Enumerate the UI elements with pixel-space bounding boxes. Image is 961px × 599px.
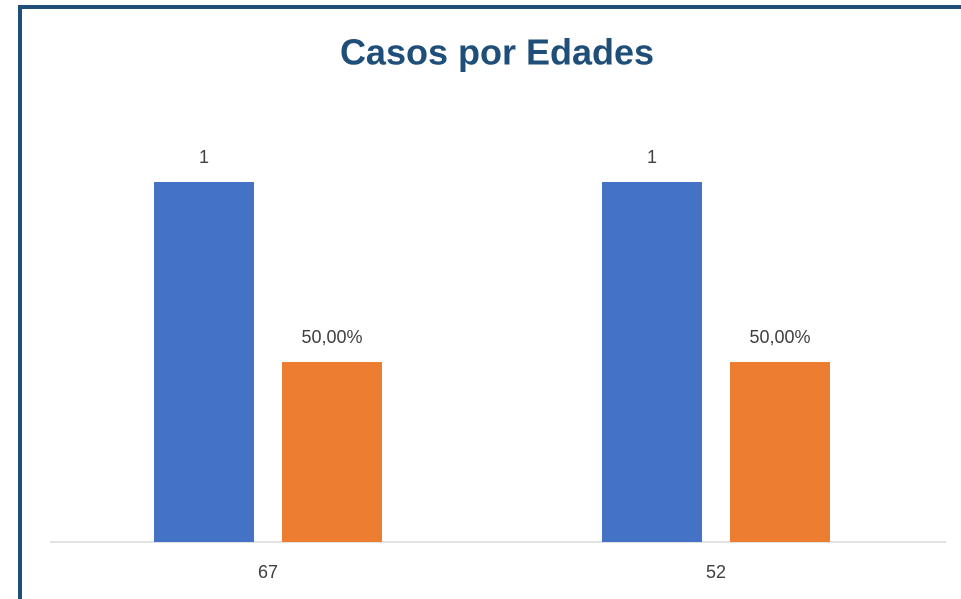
bar: [602, 182, 702, 542]
frame: [18, 5, 961, 599]
data-label: 1: [647, 147, 657, 167]
bar: [154, 182, 254, 542]
data-label: 1: [199, 147, 209, 167]
bar: [730, 362, 830, 542]
chart-title: Casos por Edades: [340, 32, 654, 73]
data-label: 50,00%: [301, 327, 362, 347]
x-tick-label: 67: [258, 562, 278, 582]
data-label: 50,00%: [749, 327, 810, 347]
x-tick-label: 52: [706, 562, 726, 582]
bar: [282, 362, 382, 542]
